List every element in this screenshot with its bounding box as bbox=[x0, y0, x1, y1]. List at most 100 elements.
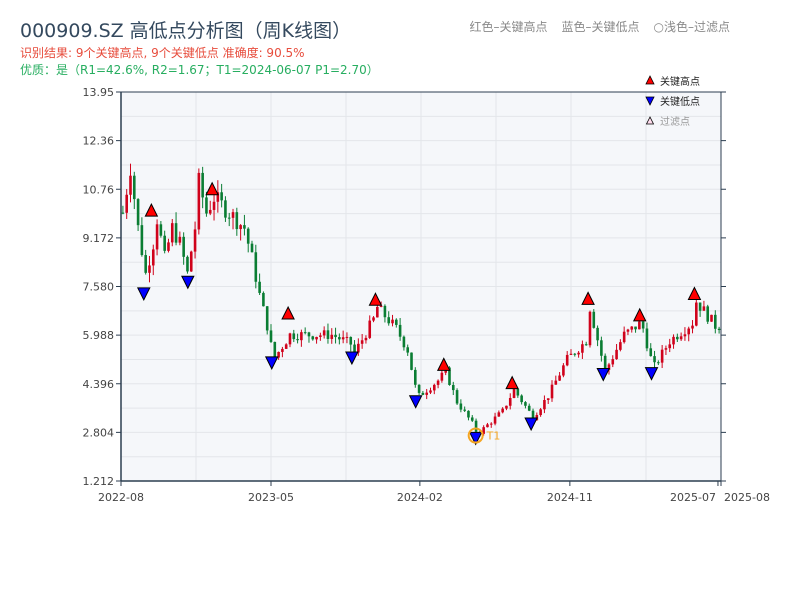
candle-body bbox=[569, 353, 573, 355]
candle-body bbox=[136, 199, 140, 226]
candle-body bbox=[592, 311, 596, 328]
candle-body bbox=[672, 336, 675, 345]
legend-low-label: 关键低点 bbox=[660, 95, 700, 108]
candle-body bbox=[406, 347, 410, 353]
legend-high-icon bbox=[645, 75, 655, 85]
candle-body bbox=[717, 328, 721, 331]
key-high-marker bbox=[505, 375, 519, 390]
legend-low-icon bbox=[645, 96, 655, 106]
candle-body bbox=[144, 255, 147, 273]
candle-body bbox=[205, 197, 208, 214]
key-low-marker bbox=[524, 417, 538, 432]
candle-body bbox=[710, 314, 713, 322]
candle-body bbox=[281, 348, 284, 352]
candle-body bbox=[402, 336, 406, 348]
candle-body bbox=[265, 306, 269, 331]
candle-body bbox=[235, 212, 239, 230]
candle-body bbox=[277, 351, 280, 358]
candle-body bbox=[634, 326, 637, 330]
key-low-marker bbox=[136, 287, 151, 302]
candle-body bbox=[714, 314, 717, 329]
candle-body bbox=[596, 327, 599, 341]
candle-body bbox=[125, 194, 128, 213]
candle-body bbox=[676, 336, 679, 340]
candle-body bbox=[341, 337, 345, 340]
candle-body bbox=[349, 336, 353, 345]
candle-body bbox=[174, 223, 178, 243]
candle-body bbox=[197, 172, 201, 230]
candle-body bbox=[269, 330, 273, 342]
candle-body bbox=[417, 384, 421, 393]
candle-body bbox=[212, 201, 216, 210]
key-high-marker bbox=[205, 181, 219, 196]
key-high-marker bbox=[281, 305, 295, 320]
candle-body bbox=[167, 242, 170, 251]
candle-body bbox=[288, 333, 292, 345]
candle-body bbox=[615, 349, 618, 360]
x-tick-label: 2024-11 bbox=[547, 491, 593, 504]
candle-body bbox=[565, 354, 569, 366]
key-low-marker bbox=[345, 351, 359, 366]
key-high-marker bbox=[581, 291, 595, 305]
key-high-marker bbox=[144, 203, 159, 217]
candle-body bbox=[539, 409, 542, 416]
candle-body bbox=[307, 332, 311, 337]
candle-body bbox=[425, 392, 428, 395]
candle-body bbox=[459, 403, 463, 410]
candle-body bbox=[148, 265, 151, 273]
candle-body bbox=[387, 317, 391, 324]
candle-body bbox=[695, 302, 698, 326]
legend-filtered-icon bbox=[645, 116, 655, 125]
x-tick-label: 2024-02 bbox=[397, 491, 443, 504]
candle-body bbox=[467, 410, 470, 418]
candle-body bbox=[345, 336, 349, 338]
candle-body bbox=[497, 412, 501, 417]
candle-body bbox=[224, 200, 227, 218]
candle-body bbox=[470, 417, 474, 421]
candle-body bbox=[376, 306, 379, 318]
candle-body bbox=[227, 217, 231, 219]
candle-body bbox=[664, 348, 668, 350]
candle-body bbox=[706, 306, 710, 322]
candle-body bbox=[455, 390, 459, 404]
key-low-marker bbox=[596, 368, 611, 382]
candle-body bbox=[379, 305, 383, 307]
candle-body bbox=[372, 317, 375, 321]
candle-body bbox=[296, 339, 299, 341]
x-tick-label: 2022-08 bbox=[98, 491, 144, 504]
candle-body bbox=[357, 343, 360, 353]
candle-body bbox=[554, 380, 558, 385]
candle-body bbox=[531, 410, 535, 421]
candle-body bbox=[607, 364, 611, 370]
candle-body bbox=[178, 236, 182, 243]
x-tick-label: 2023-05 bbox=[248, 491, 294, 504]
quality-summary: 优质：是（R1=42.6%, R2=1.67；T1=2024-06-07 P1=… bbox=[20, 63, 379, 77]
key-low-marker bbox=[408, 395, 423, 409]
candle-body bbox=[619, 342, 622, 350]
candle-body bbox=[273, 341, 277, 358]
y-tick-label: 9.172 bbox=[83, 232, 115, 245]
x-tick-label: 2025-07 bbox=[670, 491, 716, 504]
chart-title: 000909.SZ 高低点分析图（周K线图） bbox=[20, 20, 352, 42]
candle-body bbox=[630, 326, 634, 330]
candle-body bbox=[250, 243, 254, 253]
candle-body bbox=[208, 209, 212, 214]
candle-body bbox=[524, 402, 527, 406]
candle-body bbox=[451, 384, 455, 391]
y-tick-label: 4.396 bbox=[83, 378, 115, 391]
legend-red-note: 红色–关键高点 bbox=[469, 20, 548, 34]
candle-body bbox=[231, 212, 235, 218]
candle-body bbox=[440, 372, 444, 381]
candle-body bbox=[573, 353, 577, 355]
candle-body bbox=[132, 175, 136, 200]
candle-body bbox=[360, 340, 364, 344]
candle-body bbox=[216, 192, 220, 202]
legend-high-label: 关键高点 bbox=[660, 75, 700, 88]
candle-body bbox=[577, 352, 580, 355]
candle-body bbox=[622, 331, 626, 343]
candle-body bbox=[121, 212, 125, 214]
candle-body bbox=[588, 311, 592, 346]
candle-body bbox=[338, 337, 341, 340]
candle-body bbox=[311, 336, 315, 340]
candle-body bbox=[657, 362, 660, 364]
